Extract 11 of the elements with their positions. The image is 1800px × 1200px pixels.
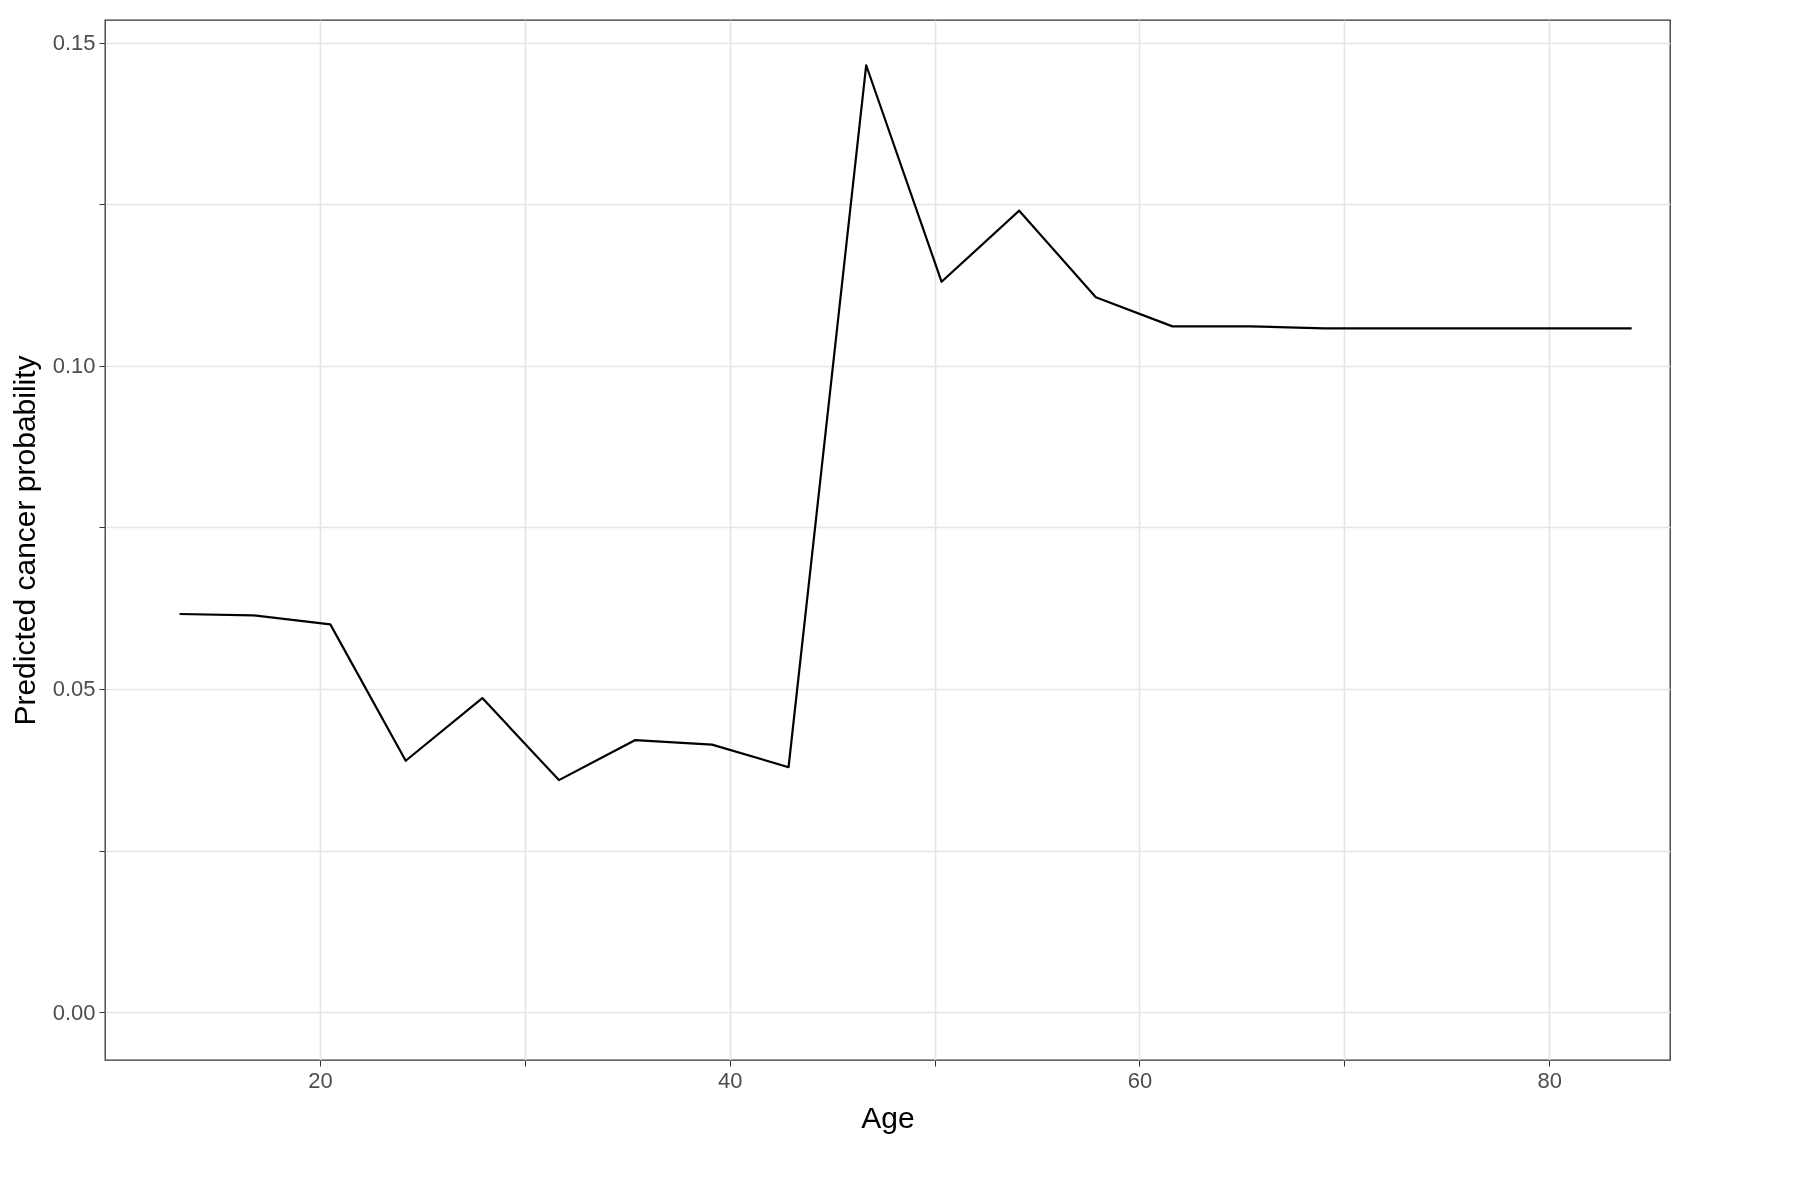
x-tick-label: 60	[1127, 1067, 1153, 1093]
x-tick-label: 20	[308, 1067, 333, 1093]
y-tick-label: 0.05	[52, 676, 96, 702]
y-tick-label: 0.10	[52, 353, 96, 379]
x-tick-label: 80	[1537, 1067, 1562, 1093]
text: 0.00	[52, 999, 96, 1025]
y-tick-label: 0.15	[52, 30, 96, 56]
y-axis-title: Predicted cancer probability	[7, 355, 41, 726]
x-axis-title: Age	[861, 1100, 915, 1134]
x-tick-label: 40	[718, 1067, 743, 1093]
line-series	[178, 64, 1633, 782]
